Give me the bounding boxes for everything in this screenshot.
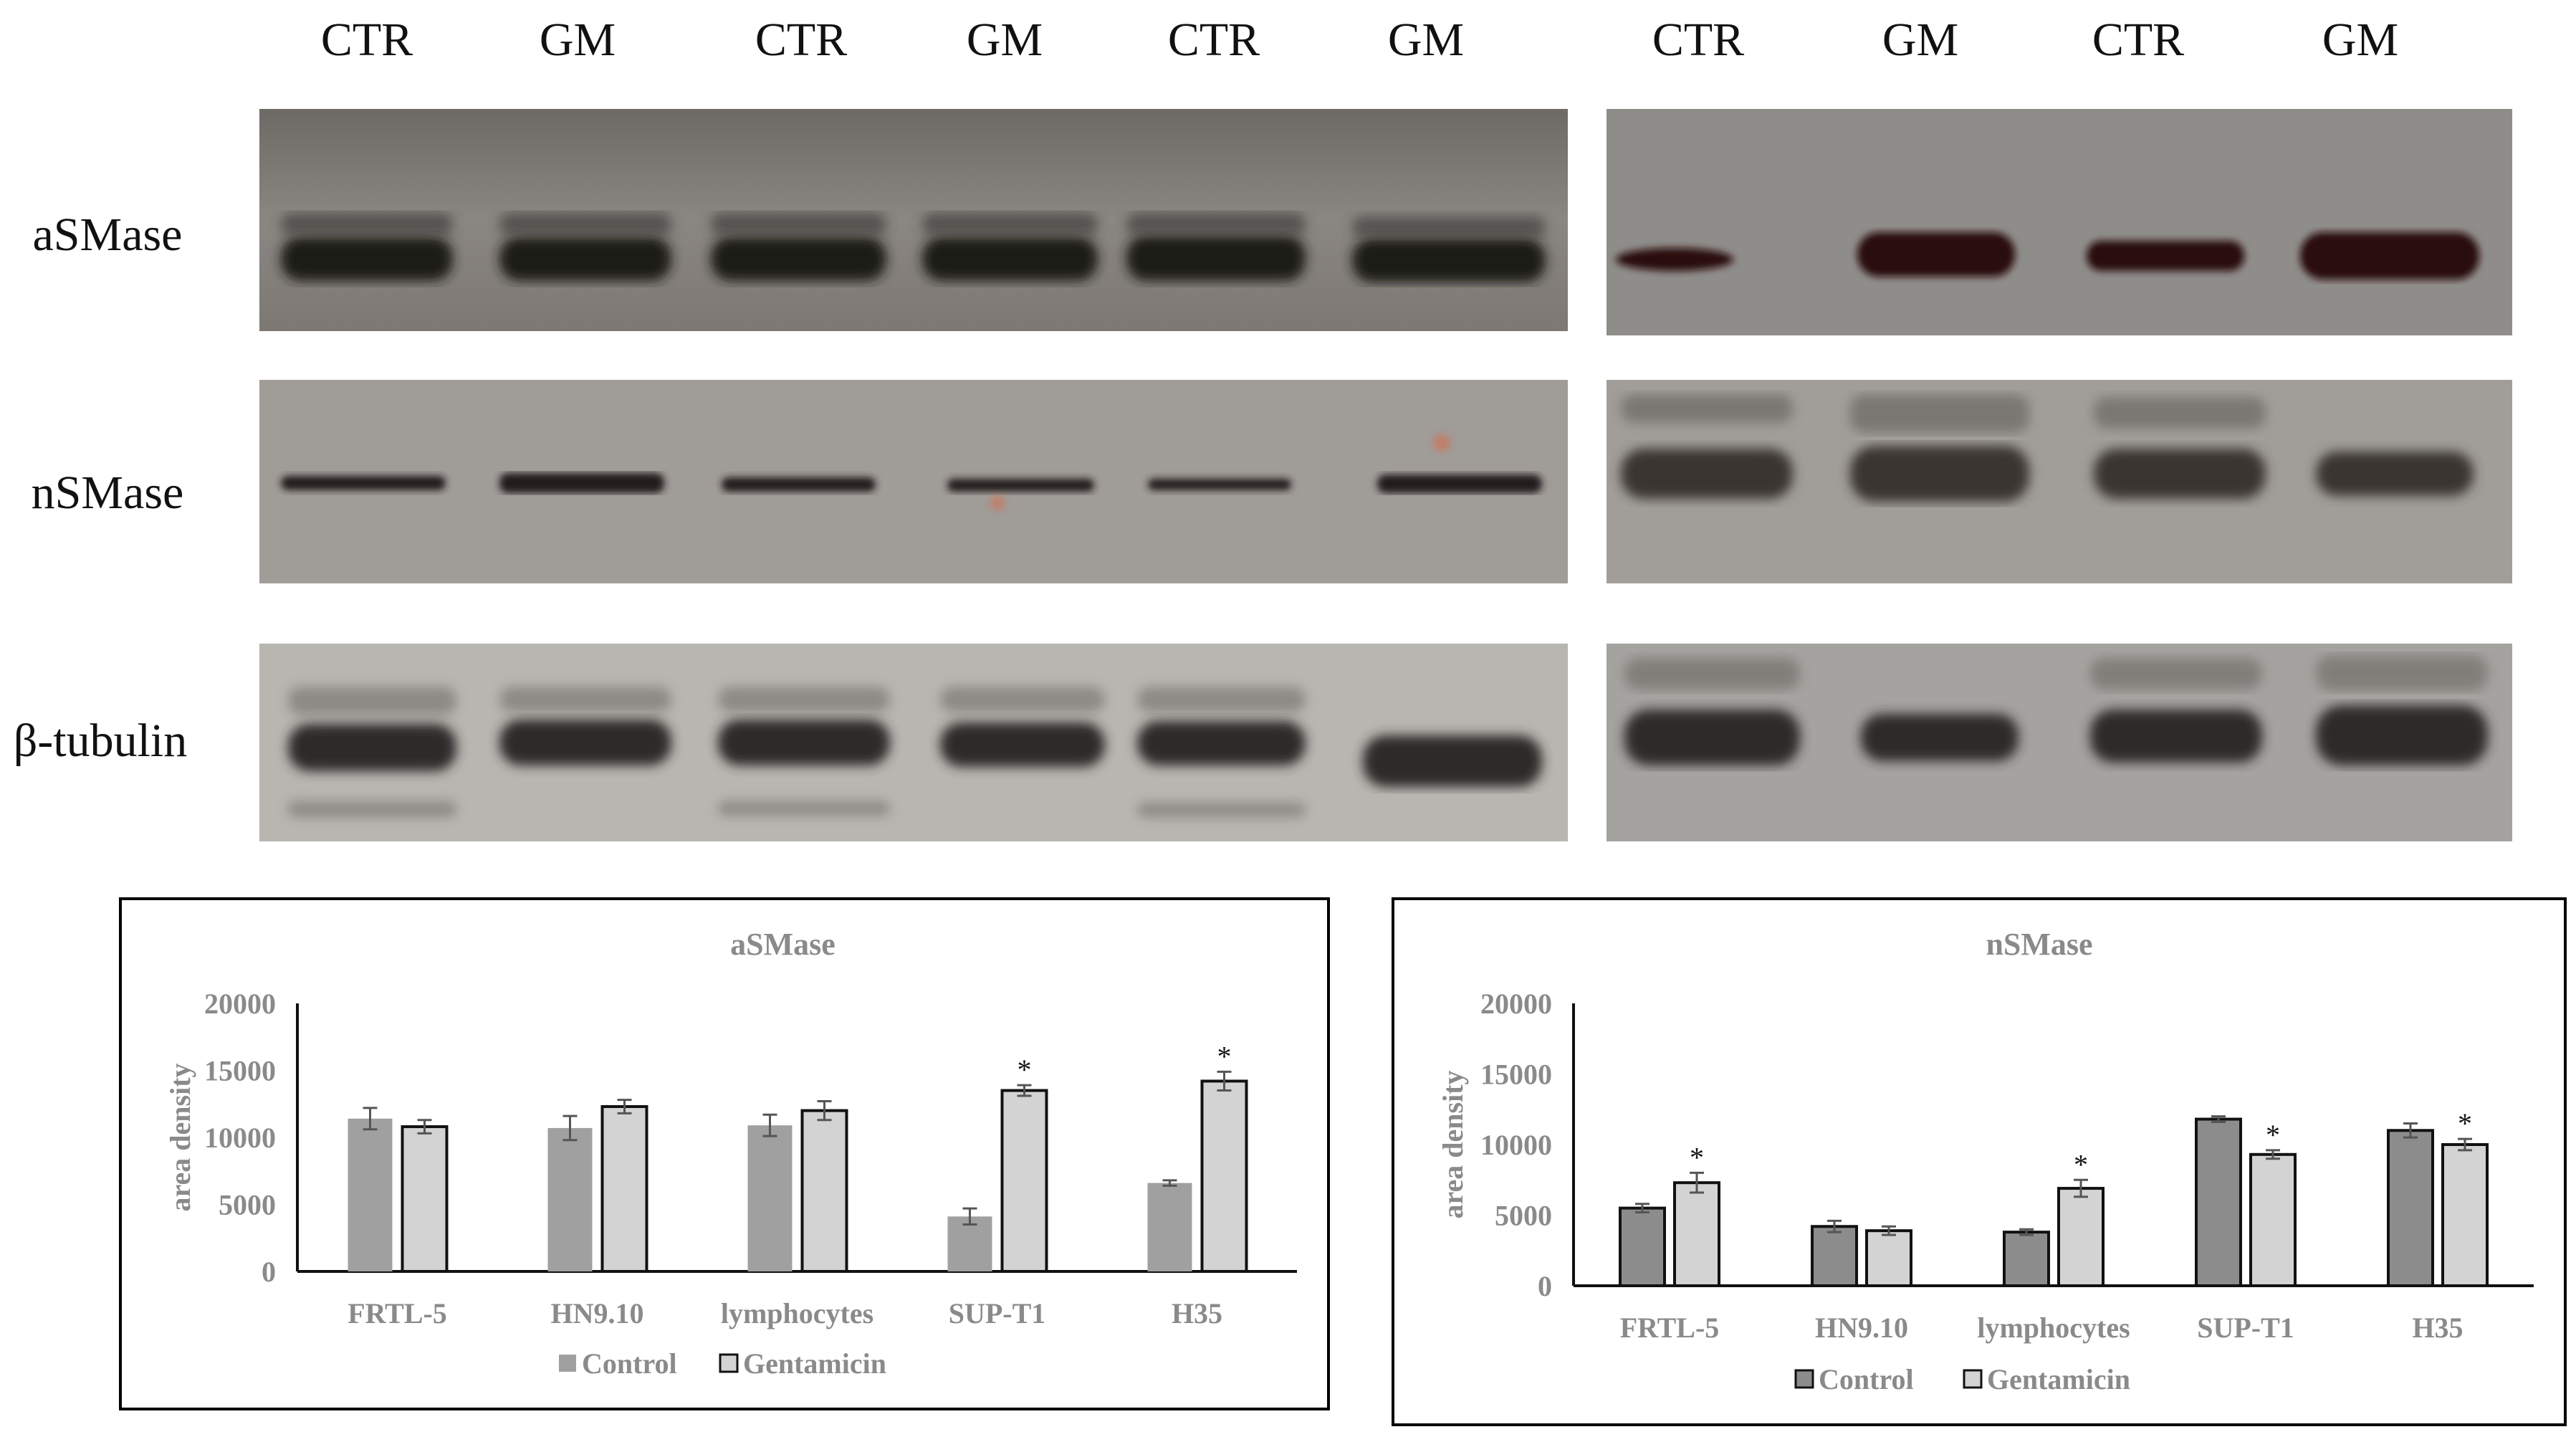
row-label-nsmase: nSMase: [31, 467, 184, 519]
bar-control-frtl-5: [1619, 1206, 1666, 1287]
x-tick-label: HN9.10: [1815, 1312, 1908, 1344]
y-tick-label: 15000: [1480, 1059, 1552, 1091]
y-tick-label: 10000: [204, 1122, 276, 1154]
chart-asmase-plot: aSMase area density 0 5000 10000 15000 20000 FR…: [164, 927, 1297, 1380]
bar-gentamicin-sup-t1: [2249, 1152, 2297, 1288]
blot-tubulin-right: [1607, 644, 2512, 841]
y-tick-label: 20000: [1480, 988, 1552, 1020]
legend-label-gentamicin: Gentamicin: [1987, 1363, 2130, 1395]
bar-control-frtl-5: [348, 1118, 393, 1271]
chart-asmase: aSMase area density 0 5000 10000 15000 20000 FR…: [119, 897, 1330, 1410]
y-tick-label: 5000: [219, 1189, 276, 1221]
significance-marker: *: [2074, 1148, 2088, 1180]
x-tick-label: HN9.10: [551, 1297, 644, 1329]
bar-control-hn9.10: [547, 1127, 593, 1271]
x-tick-label: lymphocytes: [1977, 1312, 2130, 1344]
blot-nsmase-right: [1607, 380, 2512, 583]
bar-control-sup-t1: [947, 1216, 992, 1271]
significance-marker: *: [2458, 1107, 2472, 1140]
x-tick-label: FRTL-5: [1620, 1312, 1720, 1344]
significance-marker: *: [1690, 1141, 1704, 1173]
bar-gentamicin-lymphocytes: [800, 1109, 848, 1273]
lane-label-2: GM: [539, 14, 616, 66]
significance-marker: *: [1018, 1054, 1032, 1086]
lane-label-1: CTR: [320, 14, 413, 66]
lane-label-9: CTR: [2092, 14, 2185, 66]
legend-label-control: Control: [1819, 1363, 1914, 1395]
bar-gentamicin-frtl-5: [401, 1125, 449, 1274]
bar-control-lymphocytes: [747, 1125, 793, 1271]
bar-control-sup-t1: [2195, 1117, 2242, 1288]
bar-gentamicin-h35: [1200, 1079, 1248, 1274]
x-tick-label: lymphocytes: [721, 1297, 873, 1329]
bar-gentamicin-lymphocytes: [2057, 1187, 2105, 1287]
chart-nsmase: nSMase area density 0 5000 10000 15000 20000 * F…: [1392, 897, 2567, 1426]
y-tick-label: 10000: [1480, 1129, 1552, 1161]
lane-label-10: GM: [2322, 14, 2399, 66]
row-label-beta-tubulin: β-tubulin: [13, 715, 188, 767]
significance-marker: *: [1217, 1040, 1232, 1072]
legend-swatch-gentamicin: [719, 1353, 739, 1373]
bar-control-hn9.10: [1811, 1225, 1858, 1288]
lane-label-3: CTR: [755, 14, 848, 66]
lane-label-6: GM: [1387, 14, 1465, 66]
lane-label-4: GM: [966, 14, 1043, 66]
y-tick-label: 15000: [204, 1055, 276, 1087]
row-label-asmase: aSMase: [32, 209, 183, 261]
chart-nsmase-plot: nSMase area density 0 5000 10000 15000 20000 * F…: [1437, 927, 2534, 1395]
x-tick-label: SUP-T1: [949, 1297, 1046, 1329]
bar-gentamicin-hn9.10: [1865, 1229, 1912, 1288]
bar-control-h35: [2387, 1129, 2434, 1287]
y-tick-label: 0: [1538, 1270, 1552, 1302]
legend-swatch-control: [559, 1355, 576, 1372]
blot-tubulin-left: [259, 644, 1568, 841]
x-tick-label: H35: [2412, 1312, 2463, 1344]
blot-asmase-right: [1607, 109, 2512, 335]
bar-gentamicin-h35: [2441, 1143, 2489, 1287]
y-axis-label: area density: [1437, 1070, 1469, 1218]
bar-control-lymphocytes: [2003, 1231, 2050, 1288]
bar-gentamicin-sup-t1: [1000, 1089, 1048, 1273]
x-tick-label: FRTL-5: [348, 1297, 447, 1329]
legend-swatch-control: [1794, 1369, 1814, 1389]
lane-label-8: GM: [1882, 14, 1959, 66]
legend-label-gentamicin: Gentamicin: [743, 1347, 886, 1380]
lane-label-5: CTR: [1167, 14, 1260, 66]
bar-gentamicin-hn9.10: [600, 1104, 648, 1273]
y-tick-label: 5000: [1495, 1200, 1552, 1232]
legend-label-control: Control: [582, 1347, 677, 1380]
bar-gentamicin-frtl-5: [1673, 1181, 1720, 1287]
y-tick-label: 20000: [204, 988, 276, 1020]
y-tick-label: 0: [262, 1256, 276, 1288]
x-tick-label: SUP-T1: [2197, 1312, 2294, 1344]
y-axis-label: area density: [164, 1063, 196, 1211]
blot-nsmase-left: [259, 380, 1568, 583]
x-tick-label: H35: [1172, 1297, 1222, 1329]
bar-control-h35: [1147, 1183, 1192, 1271]
lane-label-7: CTR: [1652, 14, 1745, 66]
blot-asmase-left: [259, 109, 1568, 331]
chart-title: aSMase: [730, 927, 835, 962]
legend-swatch-gentamicin: [1963, 1369, 1983, 1389]
significance-marker: *: [2266, 1119, 2280, 1151]
chart-title: nSMase: [1986, 927, 2092, 962]
